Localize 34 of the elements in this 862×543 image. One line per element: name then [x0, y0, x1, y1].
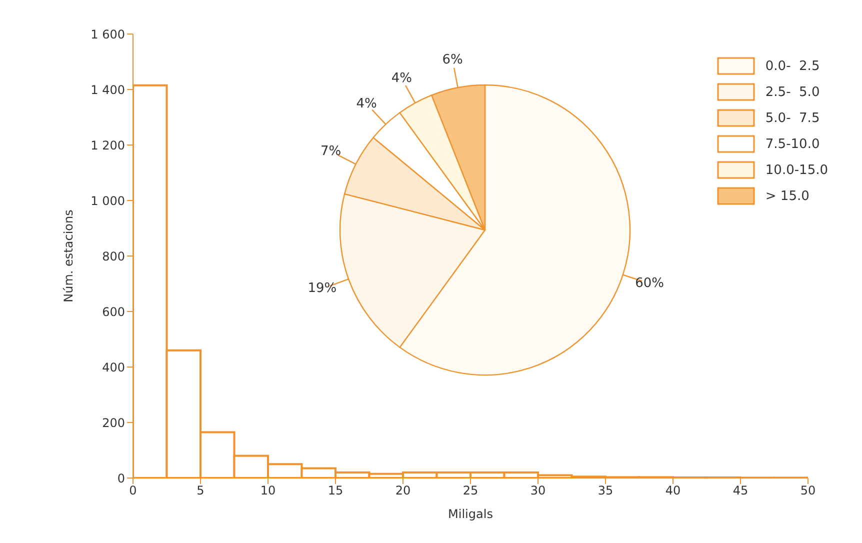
x-tick-label: 30 — [530, 484, 546, 498]
legend-label: 5.0- 7.5 — [765, 110, 820, 126]
x-tick-label: 50 — [800, 484, 816, 498]
data-label: 4% — [391, 70, 412, 86]
y-tick-label: 600 — [102, 304, 125, 319]
x-tick-label: 15 — [328, 484, 344, 498]
x-tick-label: 5 — [196, 484, 204, 498]
x-tick-label: 25 — [462, 484, 478, 498]
data-label: 4% — [356, 96, 377, 112]
y-tick-label: 0 — [117, 471, 125, 486]
y-tick-label: 400 — [102, 360, 125, 374]
y-tick-label: 200 — [102, 416, 125, 430]
y-axis-title: Núm. estacions — [61, 210, 76, 302]
data-label: 60% — [635, 276, 664, 291]
x-tick-label: 0 — [129, 484, 137, 498]
x-tick-label: 40 — [665, 484, 681, 498]
y-tick-label: 1 600 — [90, 27, 125, 42]
y-tick-label: 1 400 — [90, 82, 125, 97]
y-tick-label: 1 200 — [90, 138, 125, 152]
legend-label: 10.0-15.0 — [765, 162, 828, 178]
x-tick-label: 20 — [395, 484, 411, 498]
x-tick-label: 45 — [732, 484, 748, 498]
y-tick-label: 800 — [102, 249, 125, 264]
legend-label: > 15.0 — [765, 188, 810, 204]
data-label: 19% — [308, 281, 337, 296]
y-tick-label: 1 000 — [90, 194, 125, 208]
legend-label: 2.5- 5.0 — [765, 84, 820, 100]
legend-label: 7.5-10.0 — [765, 136, 820, 152]
data-label: 7% — [320, 144, 342, 159]
x-tick-label: 35 — [598, 484, 614, 498]
data-label: 6% — [442, 52, 463, 68]
x-axis-title: Miligals — [448, 507, 493, 521]
legend-label: 0.0- 2.5 — [765, 58, 820, 74]
x-tick-label: 10 — [260, 484, 276, 498]
